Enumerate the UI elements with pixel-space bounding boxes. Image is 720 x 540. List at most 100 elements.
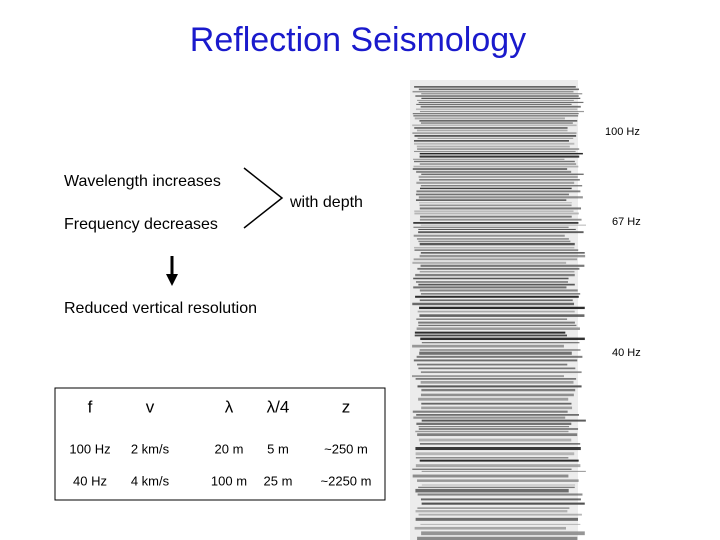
reflector xyxy=(419,459,579,462)
reflector xyxy=(415,281,568,283)
reflector xyxy=(415,193,569,196)
reflector xyxy=(415,452,575,456)
reflector xyxy=(420,215,572,218)
reflector xyxy=(415,488,569,493)
reflector xyxy=(419,152,583,155)
reflector xyxy=(418,101,584,104)
reflector xyxy=(415,295,579,298)
reflector xyxy=(418,175,578,179)
reflector xyxy=(421,402,572,405)
reflector xyxy=(418,231,584,234)
reflector xyxy=(419,270,575,273)
reflector xyxy=(415,199,567,201)
reflector xyxy=(418,513,582,516)
reflector xyxy=(417,536,578,540)
reflector xyxy=(420,105,581,108)
reflector xyxy=(421,419,586,422)
table-cell: 100 Hz xyxy=(69,441,110,456)
reflector xyxy=(414,127,568,129)
reflector xyxy=(413,277,569,280)
reflector xyxy=(417,267,580,270)
reflector xyxy=(419,120,578,122)
reflector xyxy=(418,367,576,370)
reflector xyxy=(420,523,581,525)
note: Reduced vertical resolution xyxy=(64,300,257,317)
reflector xyxy=(421,502,585,505)
reflector xyxy=(420,224,587,226)
table-frame xyxy=(54,387,386,501)
arrow-head xyxy=(166,274,178,286)
reflector xyxy=(420,264,585,267)
reflector xyxy=(421,484,576,486)
reflector xyxy=(412,113,579,115)
reflector xyxy=(418,88,580,91)
reflector xyxy=(414,86,576,88)
reflector xyxy=(416,414,579,416)
reflector xyxy=(415,447,581,451)
reflector xyxy=(418,283,575,286)
table-cell: 4 km/s xyxy=(131,473,170,488)
reflector xyxy=(418,426,570,428)
reflector xyxy=(421,93,583,95)
reflector xyxy=(414,160,575,163)
table-header: z xyxy=(342,397,351,416)
reflector xyxy=(413,258,578,261)
reflector xyxy=(420,498,581,501)
reflector xyxy=(415,108,578,111)
reflector xyxy=(416,355,583,358)
reflector xyxy=(418,321,575,324)
reflector xyxy=(417,99,574,101)
reflector xyxy=(414,134,577,137)
reflector xyxy=(413,359,578,362)
reflector xyxy=(413,165,579,168)
reflector xyxy=(419,110,584,113)
reflector xyxy=(419,443,581,445)
reflector xyxy=(414,210,574,212)
reflector xyxy=(412,375,564,378)
reflector xyxy=(416,145,570,148)
reflector xyxy=(419,204,572,207)
reflector xyxy=(412,124,577,127)
reflector xyxy=(420,380,574,384)
reflector xyxy=(421,406,573,410)
reflector xyxy=(421,388,576,392)
reflector xyxy=(417,363,568,366)
reflector xyxy=(415,377,577,380)
reflector xyxy=(420,122,573,124)
reflector xyxy=(419,349,581,351)
reflector xyxy=(417,137,574,140)
table-cell: ~2250 m xyxy=(321,473,372,488)
reflector xyxy=(416,238,569,240)
reflector xyxy=(417,385,582,388)
reflector xyxy=(419,163,577,165)
reflector xyxy=(421,531,585,536)
reflector xyxy=(419,179,580,181)
reflector xyxy=(417,433,578,437)
reflector xyxy=(415,517,579,521)
reflector xyxy=(418,228,576,230)
frequency-label: 100 Hz xyxy=(605,126,640,138)
reflector xyxy=(420,293,581,295)
title: Reflection Seismology xyxy=(190,21,526,59)
reflector xyxy=(414,117,565,120)
reflector xyxy=(417,148,580,150)
reflector xyxy=(419,155,580,158)
reflector xyxy=(418,202,572,204)
reflector xyxy=(418,397,569,401)
reflector xyxy=(413,115,579,117)
reflector xyxy=(415,273,575,277)
reflector xyxy=(416,190,581,193)
reflector xyxy=(414,246,575,249)
reflector xyxy=(412,90,574,93)
reflector xyxy=(418,240,571,243)
reflector xyxy=(419,314,585,317)
table-cell: 25 m xyxy=(264,473,293,488)
reflector xyxy=(412,168,568,170)
table-cell: 5 m xyxy=(267,441,289,456)
reflector xyxy=(419,351,572,355)
reflector xyxy=(412,410,568,413)
reflector xyxy=(418,486,575,489)
reflector xyxy=(417,493,583,496)
note: with depth xyxy=(289,194,363,211)
